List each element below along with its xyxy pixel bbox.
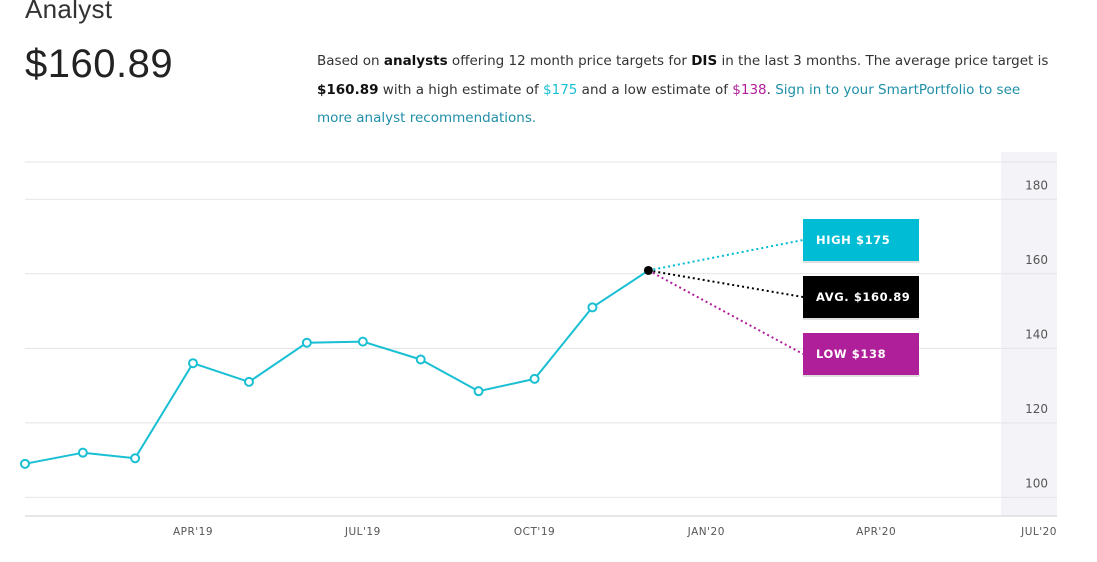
data-point [130,453,141,464]
x-tick-label: APR'19 [173,526,213,538]
y-tick-label: 120 [1025,402,1048,416]
data-point [77,447,88,458]
y-tick-label: 160 [1025,253,1048,267]
projection-box-high [803,219,919,261]
average-price-target: $160.89 [25,42,174,86]
summary-text-3: in the last 3 months. The average price … [717,53,1049,69]
x-tick-label: JUL'20 [1020,526,1057,538]
projection-box-avg [803,276,919,318]
current-average-point [643,265,653,275]
x-tick-label: OCT'19 [514,526,555,538]
data-point [20,458,30,469]
data-point [473,386,484,397]
projection-label-avg: AVG. $160.89 [816,290,910,304]
series-line [24,269,649,465]
data-point [243,376,254,387]
data-point [301,337,312,348]
price-target-summary: Based on analysts offering 12 month pric… [317,47,1057,133]
x-tick-label: JUL'19 [344,526,381,538]
sign-in-link[interactable]: Sign in to your SmartPortfolio to see mo… [317,81,1021,127]
projection-line-avg [648,269,804,298]
x-tick-label: APR'20 [856,526,896,538]
summary-text-6: . [766,81,776,98]
projection-box-low [803,333,919,375]
summary-text-1: Based on [317,53,384,69]
summary-average: $160.89 [317,81,379,98]
summary-low: $138 [732,81,767,98]
section-title: Analyst [25,0,113,24]
summary-text-4: with a high estimate of [378,81,544,98]
y-tick-label: 100 [1025,476,1048,490]
projection-line-high [648,239,804,272]
summary-text-5: and a low estimate of [577,81,733,98]
projection-label-low: LOW $138 [816,347,886,361]
data-point [187,358,198,369]
summary-ticker: DIS [691,53,718,69]
summary-high: $175 [543,81,578,98]
forecast-band [1001,152,1057,516]
summary-analysts: analysts [383,53,448,69]
data-point [415,354,426,365]
y-tick-label: 140 [1025,327,1048,341]
projection-line-low [647,269,804,355]
data-point [587,302,598,313]
data-point [357,336,368,347]
summary-text-2: offering 12 month price targets for [447,53,692,69]
projection-label-high: HIGH $175 [816,233,890,247]
data-point [529,373,540,384]
x-tick-label: JAN'20 [687,526,725,538]
y-tick-label: 180 [1025,178,1048,192]
